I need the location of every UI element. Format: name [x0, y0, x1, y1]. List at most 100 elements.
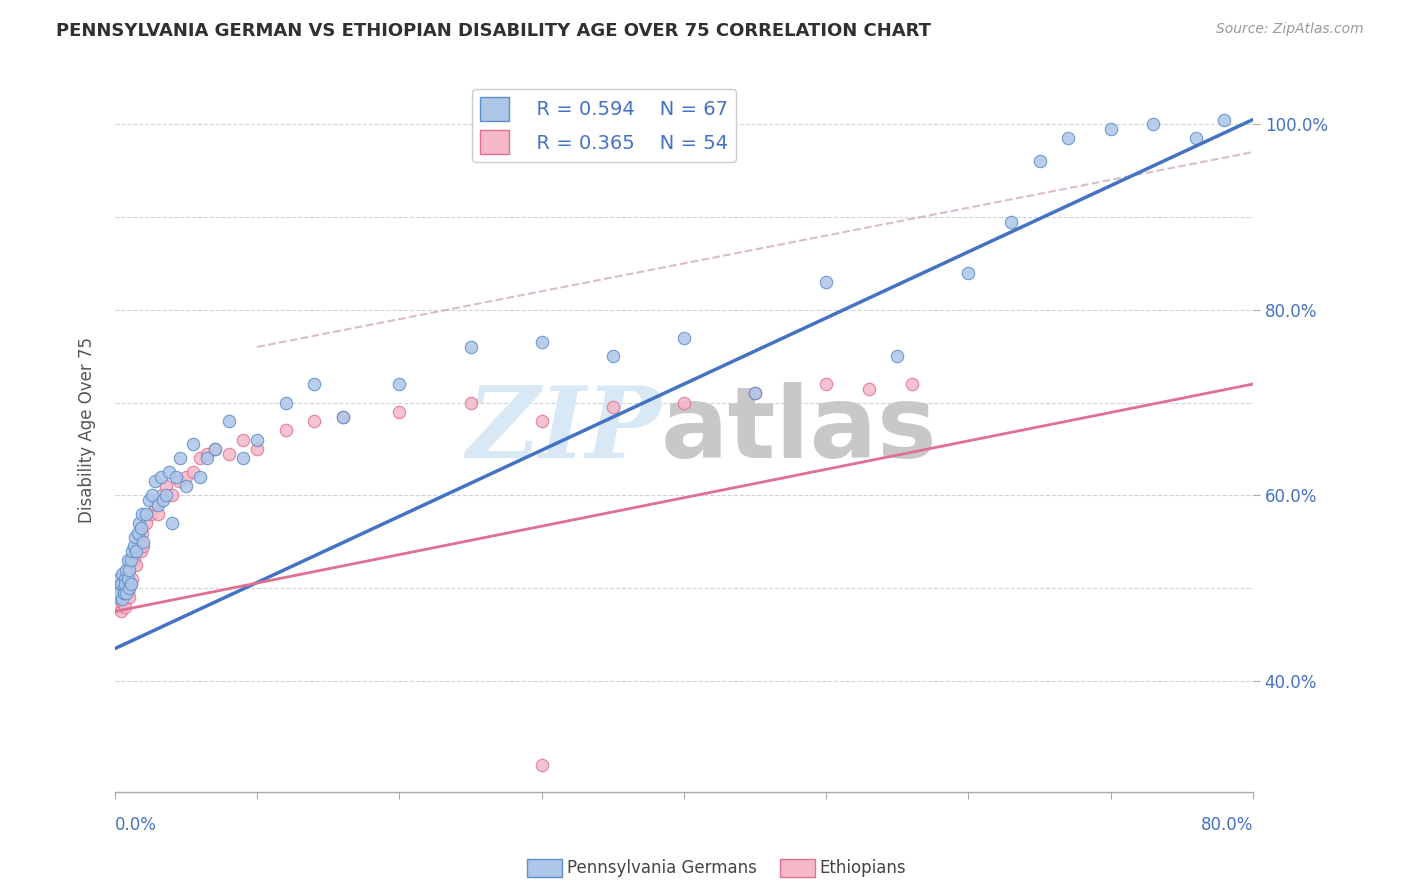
Text: 80.0%: 80.0%	[1201, 815, 1253, 834]
Point	[460, 340, 482, 354]
Point	[114, 576, 136, 591]
Point	[111, 572, 134, 586]
Point	[125, 544, 148, 558]
Point	[127, 525, 149, 540]
Point	[115, 581, 138, 595]
Point	[460, 395, 482, 409]
Point	[132, 540, 155, 554]
Point	[149, 470, 172, 484]
Point	[128, 516, 150, 531]
Point	[108, 586, 131, 600]
Point	[120, 576, 142, 591]
Point	[160, 488, 183, 502]
Point	[160, 516, 183, 531]
Point	[302, 414, 325, 428]
Point	[602, 401, 624, 415]
Point	[117, 586, 139, 600]
Point	[388, 405, 411, 419]
Point	[332, 409, 354, 424]
Point	[143, 475, 166, 489]
Point	[108, 572, 131, 586]
Point	[114, 599, 136, 614]
Point	[135, 516, 157, 531]
Point	[530, 335, 553, 350]
Point	[120, 553, 142, 567]
Point	[530, 757, 553, 772]
Point	[302, 377, 325, 392]
Point	[108, 586, 131, 600]
Point	[1213, 112, 1236, 127]
Point	[150, 488, 173, 502]
Point	[105, 591, 128, 605]
Point	[121, 572, 143, 586]
Point	[131, 507, 153, 521]
Point	[112, 586, 135, 600]
Point	[332, 409, 354, 424]
Text: Ethiopians: Ethiopians	[820, 859, 907, 877]
Point	[815, 377, 838, 392]
Point	[127, 540, 149, 554]
Text: PENNSYLVANIA GERMAN VS ETHIOPIAN DISABILITY AGE OVER 75 CORRELATION CHART: PENNSYLVANIA GERMAN VS ETHIOPIAN DISABIL…	[56, 22, 931, 40]
Point	[111, 567, 134, 582]
Point	[157, 465, 180, 479]
Text: Pennsylvania Germans: Pennsylvania Germans	[567, 859, 756, 877]
Text: atlas: atlas	[661, 382, 938, 479]
Point	[886, 349, 908, 363]
Point	[204, 442, 226, 456]
Point	[197, 447, 219, 461]
Point	[115, 586, 138, 600]
Point	[602, 349, 624, 363]
Point	[155, 479, 177, 493]
Point	[129, 521, 152, 535]
Point	[111, 592, 134, 607]
Point	[146, 507, 169, 521]
Text: 0.0%: 0.0%	[115, 815, 157, 834]
Point	[146, 498, 169, 512]
Point	[105, 581, 128, 595]
Point	[110, 604, 132, 618]
Point	[122, 540, 145, 554]
Point	[274, 395, 297, 409]
Text: Source: ZipAtlas.com: Source: ZipAtlas.com	[1216, 22, 1364, 37]
Point	[110, 576, 132, 591]
Point	[124, 544, 146, 558]
Point	[128, 530, 150, 544]
Point	[218, 414, 240, 428]
Point	[900, 377, 922, 392]
Point	[246, 433, 269, 447]
Point	[232, 433, 254, 447]
Point	[118, 581, 141, 595]
Legend:   R = 0.594    N = 67,   R = 0.365    N = 54: R = 0.594 N = 67, R = 0.365 N = 54	[472, 89, 737, 161]
Point	[117, 572, 139, 586]
Point	[218, 447, 240, 461]
Point	[132, 534, 155, 549]
Point	[118, 563, 141, 577]
Point	[118, 563, 141, 577]
Point	[204, 442, 226, 456]
Point	[138, 493, 160, 508]
Point	[107, 591, 129, 605]
Point	[197, 451, 219, 466]
Point	[107, 599, 129, 614]
Point	[135, 507, 157, 521]
Point	[169, 451, 191, 466]
Point	[115, 563, 138, 577]
Point	[858, 382, 880, 396]
Point	[1185, 131, 1208, 145]
Point	[152, 493, 174, 508]
Point	[122, 553, 145, 567]
Point	[167, 475, 190, 489]
Point	[112, 581, 135, 595]
Point	[165, 470, 187, 484]
Point	[530, 414, 553, 428]
Point	[181, 465, 204, 479]
Point	[112, 586, 135, 600]
Point	[246, 442, 269, 456]
Point	[114, 572, 136, 586]
Point	[108, 581, 131, 595]
Point	[957, 266, 980, 280]
Point	[1142, 117, 1164, 131]
Point	[672, 331, 695, 345]
Point	[190, 451, 212, 466]
Point	[181, 437, 204, 451]
